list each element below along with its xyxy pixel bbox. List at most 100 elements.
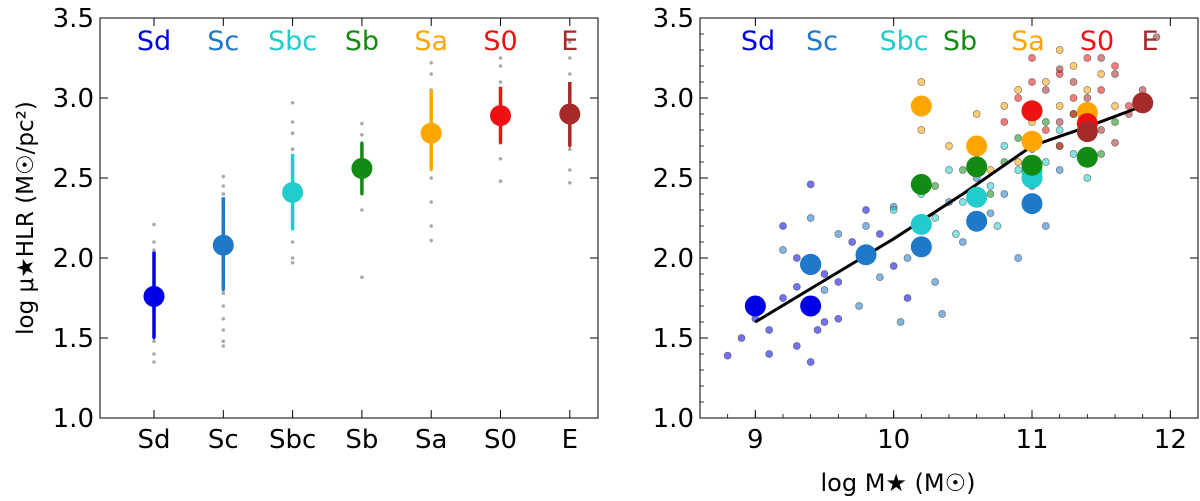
right-type-label-Sa: Sa [1011, 26, 1045, 57]
right-binned-point-E [1076, 121, 1098, 143]
left-bar-dot-Sb [360, 186, 364, 190]
left-galaxy-point [221, 344, 226, 348]
left-galaxy-point [290, 240, 295, 244]
right-binned-point-Sc [1021, 193, 1043, 215]
right-galaxy-point-Sd [820, 270, 829, 278]
left-galaxy-point [290, 256, 295, 260]
right-galaxy-point-Sb [986, 190, 995, 198]
right-galaxy-point-Sd [806, 358, 815, 366]
right-type-label-Sb: Sb [943, 26, 977, 57]
right-galaxy-point-S0 [1028, 78, 1036, 86]
left-bar-dot-E [568, 131, 572, 135]
left-galaxy-point [498, 56, 503, 60]
left-bar-dot-Sd [152, 253, 156, 257]
left-galaxy-point [429, 176, 434, 180]
right-galaxy-point-E [1097, 126, 1106, 134]
left-type-label-Sa: Sa [414, 26, 448, 57]
right-galaxy-point-Sa [1069, 62, 1078, 70]
right-galaxy-point-Sc [820, 286, 829, 294]
right-galaxy-point-Sc [875, 273, 884, 282]
left-bar-dot-Sd [152, 336, 156, 340]
right-galaxy-point-S0 [1041, 126, 1050, 134]
right-galaxy-point-Sc [862, 222, 870, 230]
right-y-tick-label: 2.5 [653, 164, 694, 194]
left-bar-dot-Sa [429, 149, 433, 153]
right-y-tick-label: 3.0 [653, 84, 694, 114]
left-mean-point-E [559, 103, 581, 125]
left-type-label-S0: S0 [483, 26, 517, 57]
right-binned-point-Sa [1021, 130, 1043, 152]
left-x-tick-label-Sc: Sc [208, 425, 239, 455]
left-x-tick-label-E: E [562, 425, 578, 455]
left-x-tick-label-S0: S0 [484, 425, 517, 455]
right-galaxy-point-Sa [1083, 86, 1092, 94]
right-galaxy-point-Sd [765, 326, 774, 334]
right-type-label-Sbc: Sbc [879, 26, 928, 57]
left-bar-dot-Sa [429, 117, 433, 121]
left-bar-dot-Sb [360, 147, 364, 151]
y-axis-label: log μ★HLR (M☉/pc²) [13, 101, 39, 335]
left-type-label-Sb: Sb [345, 26, 379, 57]
right-galaxy-point-Sd [848, 238, 857, 246]
right-galaxy-point-Sc [896, 318, 905, 326]
right-galaxy-point-E [1111, 70, 1119, 78]
left-bar-dot-Sbc [291, 176, 294, 180]
right-galaxy-point-Sa [1055, 102, 1064, 110]
right-galaxy-point-Sc [855, 302, 863, 310]
left-bar-dot-Sb [360, 179, 364, 183]
right-galaxy-point-Sd [792, 254, 801, 262]
left-bar-dot-E [568, 138, 572, 142]
left-bar-dot-Sbc [291, 202, 294, 206]
left-galaxy-point [221, 339, 226, 344]
left-bar-dot-Sc [221, 231, 225, 234]
left-mean-point-Sa [420, 122, 442, 144]
left-bar-dot-S0 [499, 141, 502, 145]
left-y-tick-label: 1.5 [53, 324, 94, 354]
right-galaxy-point-Sbc [1000, 142, 1009, 150]
left-bar-dot-Sb [360, 154, 364, 158]
right-galaxy-point-Sa [917, 78, 926, 86]
right-galaxy-point-S0 [1097, 86, 1106, 94]
right-galaxy-point-Sd [875, 230, 884, 238]
right-galaxy-point-Sbc [889, 206, 898, 214]
left-bar-dot-Sc [221, 282, 225, 285]
left-mean-point-Sbc [282, 181, 304, 203]
right-galaxy-point-Sa [1111, 102, 1119, 110]
right-galaxy-point-Sc [806, 214, 815, 222]
left-panel-chart: Sd Sc Sbc Sb Sa S0 E 1.0 1.5 2.0 2.5 3.0 3.5 Sd Sc Sbc S… [53, 4, 599, 455]
right-y-tick-label: 1.5 [653, 324, 694, 354]
left-galaxy-point [568, 40, 572, 44]
left-galaxy-point [221, 317, 226, 321]
left-plot-frame [99, 17, 599, 419]
right-galaxy-point-Sc [938, 310, 946, 318]
right-galaxy-point-S0 [1124, 102, 1133, 110]
left-bar-dot-Sc [221, 199, 225, 202]
right-y-tick-label: 2.0 [653, 244, 694, 274]
right-galaxy-point-Sb [931, 182, 940, 190]
right-galaxy-point-Sc [779, 246, 787, 254]
left-galaxy-point [290, 261, 295, 265]
left-y-tick-label: 3.0 [53, 84, 94, 114]
left-type-label-Sd: Sd [137, 26, 171, 57]
right-galaxy-point-E [1041, 86, 1050, 94]
left-x-tick-label-Sb: Sb [345, 425, 378, 455]
right-galaxy-point-Sc [931, 278, 940, 286]
left-galaxy-point [498, 64, 503, 68]
right-plot-frame [699, 17, 1199, 419]
left-galaxy-point [568, 56, 572, 60]
right-galaxy-point-Sd [834, 278, 843, 286]
right-galaxy-point-Sd [779, 222, 787, 230]
right-binned-point-Sb [966, 156, 988, 178]
left-galaxy-point [429, 238, 434, 243]
left-galaxy-point [221, 304, 226, 308]
left-galaxy-point [568, 147, 572, 151]
right-galaxy-point-S0 [1069, 110, 1078, 118]
right-galaxy-point-Sd [765, 350, 774, 358]
right-x-tick-label: 9 [747, 425, 764, 455]
right-galaxy-point-Sa [1000, 102, 1009, 110]
right-galaxy-point-Sc [1014, 254, 1023, 262]
left-galaxy-point [221, 184, 226, 188]
right-galaxy-point-Sb [1111, 118, 1119, 126]
left-galaxy-point [290, 120, 295, 124]
left-galaxy-point [360, 121, 364, 126]
